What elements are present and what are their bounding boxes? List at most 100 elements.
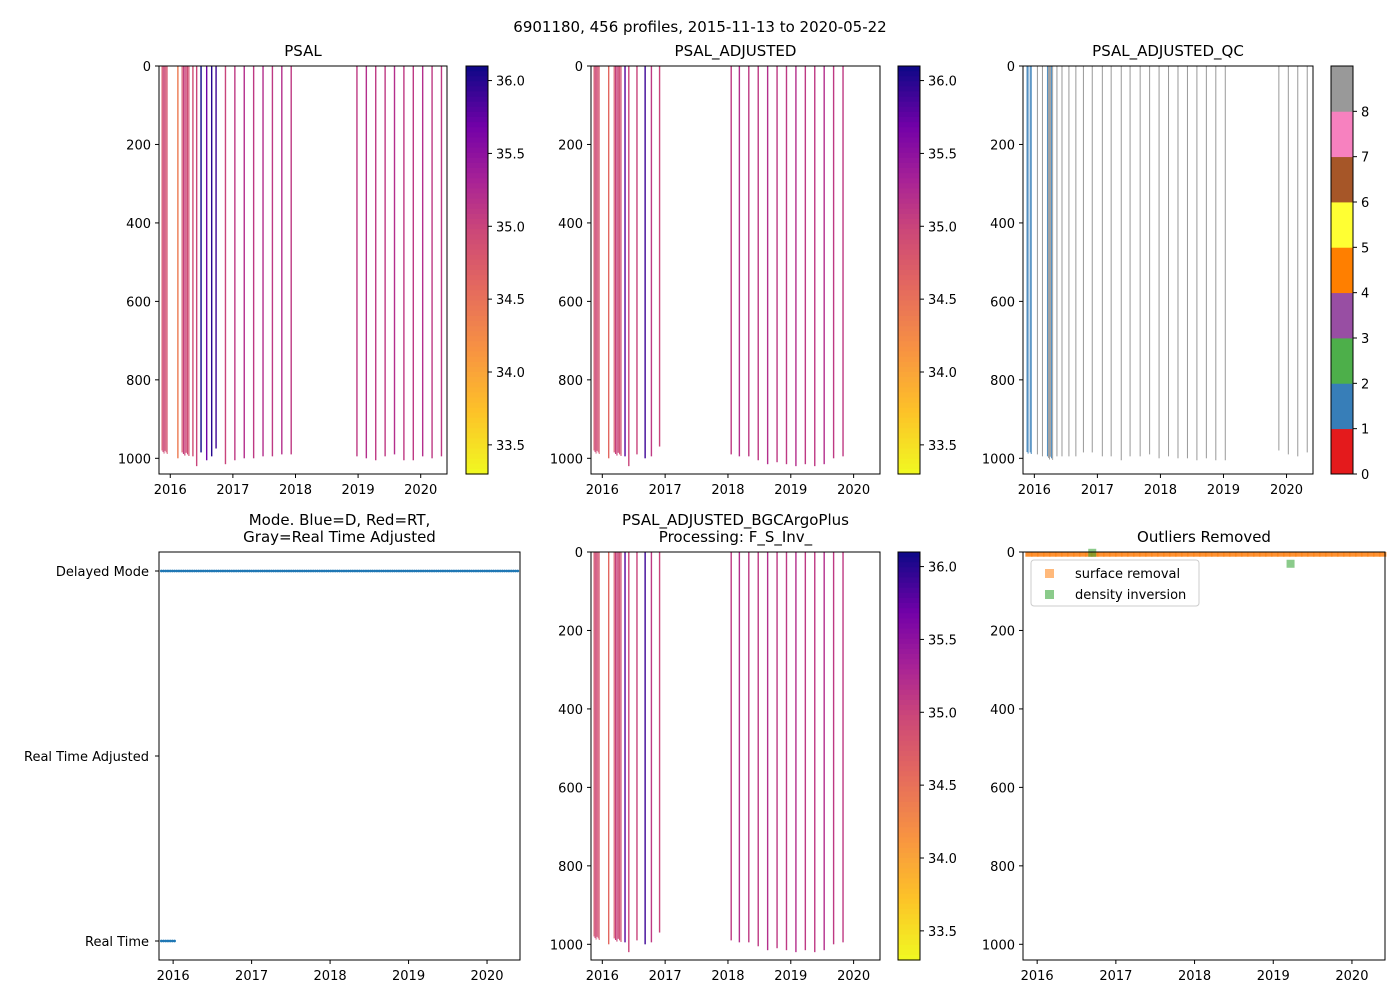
bgc-colorbar-cell — [898, 710, 920, 716]
mode-mode-point — [470, 569, 473, 573]
bgc-profile — [644, 552, 646, 945]
psal-profile — [440, 66, 443, 457]
mode-mode-point — [509, 569, 513, 573]
bgc-band-strip — [613, 552, 615, 939]
psal-profile — [195, 66, 198, 467]
psal-profile — [243, 66, 245, 459]
bgc-colorbar-cell — [898, 873, 920, 879]
mode-mode-point — [388, 569, 392, 573]
psal-colorbar-cell — [466, 208, 488, 215]
mode-mode-point — [168, 569, 172, 573]
psal-profile — [234, 66, 236, 461]
mode-mode-point — [379, 569, 383, 573]
mode-mode-point — [511, 569, 515, 573]
bgc-colorbar-cell — [898, 868, 920, 874]
outliers-ytick-label: 1000 — [982, 938, 1015, 953]
psal-adjusted-colorbar-cell — [898, 219, 920, 225]
psal-adjusted-profile — [766, 66, 769, 465]
outliers-surface-marker — [1049, 552, 1057, 557]
psal-adjusted-colorbar-cell — [898, 377, 920, 383]
psal-adjusted-colorbar-label: 34.0 — [928, 366, 957, 381]
psal-adjusted-colorbar-cell — [898, 402, 920, 409]
bgc-band-strip — [598, 552, 600, 940]
outliers-surface-marker — [1307, 552, 1315, 557]
bgc-ytick-label: 0 — [575, 546, 583, 561]
psal-colorbar-cell — [466, 162, 488, 169]
mode-mode-point — [340, 569, 344, 573]
psal-adjusted-colorbar-cell — [898, 157, 920, 164]
mode-ytick-label: Real Time Adjusted — [24, 750, 149, 765]
mode-mode-point — [481, 569, 484, 573]
mode-mode-point — [439, 569, 443, 573]
psal-adjusted-colorbar-cell — [898, 198, 920, 205]
mode-mode-point — [371, 569, 374, 573]
bgc-band-strip — [596, 552, 598, 937]
bgc-colorbar-cell — [898, 914, 920, 920]
mode-mode-point — [166, 569, 170, 573]
bgc-colorbar-cell — [898, 909, 920, 915]
outliers-title-line: Outliers Removed — [1137, 528, 1271, 546]
bgc-ytick-label: 600 — [558, 781, 583, 796]
psal-adjusted-colorbar-cell — [898, 66, 920, 72]
bgc-profile — [814, 552, 816, 953]
mode-mode-point — [437, 569, 440, 573]
psal-adjusted-colorbar-cell — [898, 234, 920, 240]
bgc-band-strip — [614, 552, 617, 940]
psal-colorbar-cell — [466, 86, 488, 93]
mode-mode-point — [309, 569, 313, 573]
psal-adjusted-colorbar-cell — [898, 117, 920, 123]
psal-colorbar-cell — [466, 361, 488, 368]
outliers-ytick-label: 400 — [990, 703, 1015, 718]
mode-mode-point — [472, 569, 476, 573]
bgc-colorbar-cell — [898, 715, 920, 721]
mode-mode-point — [375, 569, 379, 573]
psal-xtick-label: 2016 — [154, 483, 187, 498]
mode-mode-point — [166, 939, 170, 943]
psal-adjusted-qc-colorbar-label: 6 — [1361, 196, 1369, 211]
psal-adjusted-title-line: PSAL_ADJUSTED — [675, 42, 797, 61]
psal-colorbar-cell — [466, 382, 488, 388]
psal-colorbar-cell — [466, 300, 488, 307]
psal-adjusted-qc-ytick-label: 1000 — [982, 452, 1015, 467]
bgc-profile — [748, 552, 750, 943]
mode-mode-point — [203, 569, 207, 573]
bgc-colorbar-cell — [898, 562, 920, 568]
psal-ytick-label: 0 — [143, 60, 151, 75]
outliers-surface-marker — [1217, 552, 1225, 557]
psal-adjusted-colorbar-cell — [898, 111, 920, 118]
bgc-colorbar-cell — [898, 618, 920, 624]
bgc-colorbar-cell — [898, 944, 920, 951]
mode-mode-point — [296, 569, 300, 573]
psal-adjusted-qc-band-strip — [1028, 66, 1030, 451]
bgc-colorbar-cell — [898, 776, 920, 783]
outliers-surface-marker — [1289, 552, 1297, 557]
mode-mode-point — [175, 569, 179, 573]
bgc-colorbar-cell — [898, 756, 920, 762]
psal-adjusted-frame — [590, 65, 881, 475]
psal-colorbar-cell — [466, 453, 488, 460]
psal-colorbar-cell — [466, 438, 488, 444]
psal-adjusted-qc-band-strip — [1030, 66, 1032, 454]
mode-mode-point — [351, 569, 355, 573]
bgc-colorbar-cell — [898, 842, 920, 849]
psal-colorbar-label: 35.0 — [496, 220, 525, 235]
mode-mode-point — [434, 569, 438, 573]
bgc-profile — [624, 552, 626, 943]
psal-adjusted-ytick-label: 600 — [558, 295, 583, 310]
mode-mode-point — [404, 569, 407, 573]
psal-adjusted-qc-band-strip — [1048, 66, 1049, 458]
outliers-surface-marker — [1229, 552, 1237, 557]
outliers-surface-marker — [1145, 552, 1153, 557]
mode-mode-point — [393, 569, 396, 573]
psal-colorbar-cell — [466, 96, 488, 103]
psal-adjusted-qc-band-strip — [1029, 66, 1031, 453]
mode-mode-point — [496, 569, 500, 573]
outliers-surface-marker — [1277, 552, 1285, 557]
psal-profile — [192, 66, 194, 457]
psal-adjusted-band-strip — [596, 66, 598, 451]
psal-adjusted-colorbar-label: 33.5 — [928, 439, 957, 454]
mode-xtick-label: 2020 — [470, 969, 503, 984]
psal-adjusted-colorbar-cell — [898, 152, 920, 159]
mode-mode-point — [327, 569, 330, 573]
